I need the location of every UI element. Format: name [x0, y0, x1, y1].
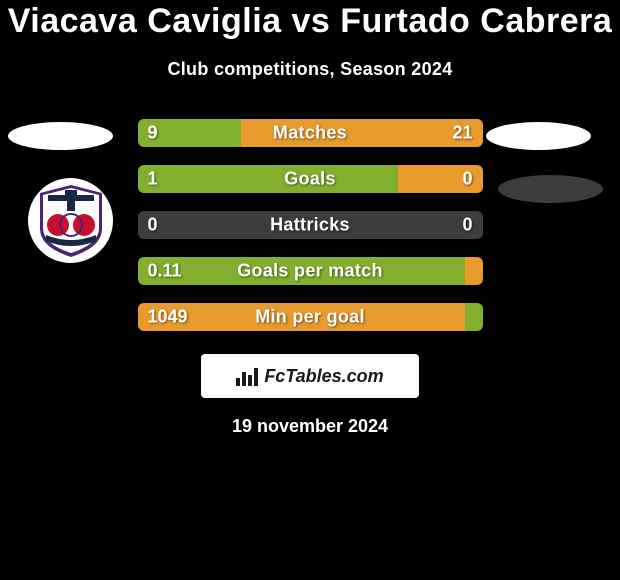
stat-bar-track: Matches921	[138, 119, 483, 147]
club-logo-icon	[40, 185, 102, 257]
stat-row: Min per goal1049	[0, 294, 620, 340]
bars-icon	[236, 366, 258, 386]
stat-bar-left	[138, 211, 311, 239]
side-badge	[8, 122, 113, 150]
stat-bar-left	[138, 119, 242, 147]
club-logo	[28, 178, 113, 263]
stat-bar-track: Goals10	[138, 165, 483, 193]
stat-bar-track: Min per goal1049	[138, 303, 483, 331]
stat-bar-left	[138, 165, 398, 193]
brand-text: FcTables.com	[264, 366, 383, 387]
subtitle: Club competitions, Season 2024	[0, 59, 620, 80]
stat-bar-left	[138, 303, 466, 331]
stat-bar-right	[310, 211, 483, 239]
brand-badge: FcTables.com	[201, 354, 419, 398]
page-title: Viacava Caviglia vs Furtado Cabrera	[0, 2, 620, 41]
stat-bar-right	[398, 165, 483, 193]
stat-bar-left	[138, 257, 466, 285]
stat-bar-track: Goals per match0.11	[138, 257, 483, 285]
stat-bar-right	[241, 119, 483, 147]
stat-bar-right	[465, 303, 482, 331]
side-badge	[498, 175, 603, 203]
stat-bar-right	[465, 257, 482, 285]
stat-bar-track: Hattricks00	[138, 211, 483, 239]
date-text: 19 november 2024	[0, 416, 620, 437]
side-badge	[486, 122, 591, 150]
